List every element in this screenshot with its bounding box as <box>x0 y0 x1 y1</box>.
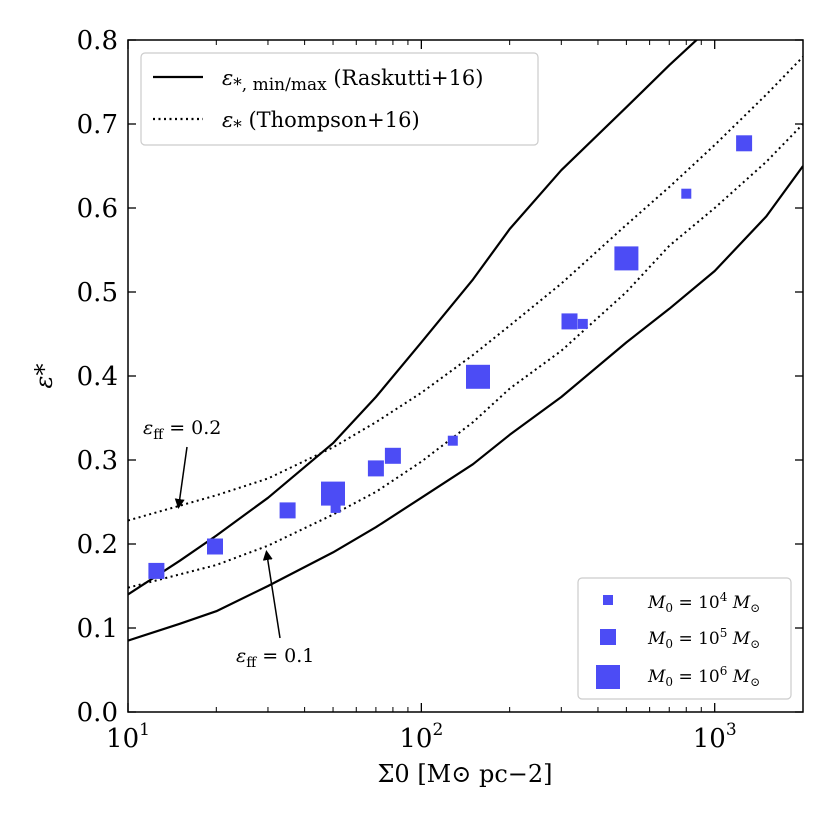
legend-label-1e6-unitsub: ⊙ <box>750 675 760 689</box>
data-point-13 <box>736 135 753 152</box>
data-point-4 <box>330 502 341 513</box>
legend-lines: ε*, min/max (Raskutti+16) ε* (Thompson+1… <box>140 52 539 146</box>
legend-entry-thompson-symbol: ε <box>222 108 233 132</box>
legend-lines-box <box>140 52 539 146</box>
plot-frame <box>127 39 804 713</box>
annotation-eff-0.1: εff = 0.1 <box>236 550 314 671</box>
data-point-1 <box>207 538 223 555</box>
y-tick-label-1: 0.1 <box>77 614 118 644</box>
legend-entry-raskutti-text: (Raskutti+16) <box>327 66 484 90</box>
legend-label-1e4-eq: = 10 <box>673 593 720 613</box>
legend-label-1e4-unit: M <box>727 593 750 613</box>
y-tick-label-2: 0.2 <box>77 530 118 560</box>
data-point-2 <box>279 502 296 519</box>
x-axis-label: Σ0 [M⊙ pc−2] <box>377 760 552 788</box>
legend-markers-box <box>577 577 792 700</box>
data-point-10 <box>577 318 588 329</box>
lines-layer <box>128 40 803 642</box>
legend-label-1e6-main: M <box>647 667 666 687</box>
legend-entry-raskutti: ε*, min/max (Raskutti+16) <box>222 66 484 95</box>
legend-markers: M0 = 104 M⊙ M0 = 105 M⊙ M0 = 106 M⊙ <box>577 577 792 700</box>
legend-label-1e5-unitsub: ⊙ <box>750 637 760 651</box>
line-eps_thompson_0.1 <box>128 123 803 589</box>
y-axis-label-symbol: ε* <box>30 364 58 389</box>
line-eps_min <box>128 165 803 642</box>
legend-marker-1e6 <box>596 665 620 689</box>
annotation-eff-0.2-symbol: ε <box>143 417 153 439</box>
legend-entry-thompson-sub: * <box>233 117 242 137</box>
data-point-7 <box>447 435 458 446</box>
y-tick-label-3: 0.3 <box>77 446 118 476</box>
y-tick-label-0: 0.0 <box>77 698 118 728</box>
annotation-eff-0.1-sub: ff <box>246 655 257 671</box>
annotation-eff-0.2: εff = 0.2 <box>143 417 221 509</box>
legend-marker-1e5 <box>600 629 616 645</box>
data-point-6 <box>384 447 401 464</box>
y-tick-label-8: 0.8 <box>77 26 118 56</box>
legend-label-1e4-unitsub: ⊙ <box>750 601 760 615</box>
ticks-layer: 0.0 0.1 0.2 0.3 0.4 0.5 0.6 0.7 0.8 101 102 103 <box>77 26 804 754</box>
data-point-3 <box>321 481 345 506</box>
data-point-8 <box>466 364 490 389</box>
x-tick-label-1: 102 <box>399 720 443 754</box>
line-eps_max <box>128 40 699 596</box>
legend-label-1e6-exp: 6 <box>720 664 728 678</box>
legend-label-1e6-unit: M <box>727 667 750 687</box>
data-point-9 <box>561 313 578 330</box>
x-tick-label-0: 101 <box>106 720 150 754</box>
annotation-eff-0.2-arrow <box>174 446 188 509</box>
legend-label-1e4-main: M <box>647 593 666 613</box>
legend-label-1e5-unit: M <box>727 629 750 649</box>
legend-label-1e6-sub: 0 <box>665 675 673 689</box>
data-point-11 <box>614 246 639 271</box>
legend-entry-thompson-text: (Thompson+16) <box>242 108 420 132</box>
y-tick-label-6: 0.6 <box>77 194 118 224</box>
annotation-eff-0.2-sub: ff <box>153 427 164 443</box>
y-axis-label: ε* <box>30 364 58 389</box>
annotation-eff-0.2-label: εff = 0.2 <box>143 417 221 443</box>
legend-label-1e4-exp: 4 <box>720 590 728 604</box>
legend-label-1e5: M0 = 105 M⊙ <box>647 626 760 651</box>
points-layer <box>148 135 753 579</box>
annotation-eff-0.1-arrow <box>262 550 281 639</box>
annotation-eff-0.2-value: = 0.2 <box>163 417 221 439</box>
data-point-0 <box>148 562 165 579</box>
data-point-12 <box>681 188 692 199</box>
y-tick-label-4: 0.4 <box>77 362 118 392</box>
legend-label-1e6-eq: = 10 <box>673 667 720 687</box>
legend-entry-raskutti-symbol: ε <box>222 66 233 90</box>
annotation-eff-0.1-symbol: ε <box>236 645 246 667</box>
legend-entry-raskutti-sub: *, min/max <box>233 75 327 95</box>
legend-label-1e4: M0 = 104 M⊙ <box>647 590 760 615</box>
annotation-eff-0.1-value: = 0.1 <box>256 645 314 667</box>
legend-marker-1e4 <box>603 595 613 605</box>
legend-label-1e5-eq: = 10 <box>673 629 720 649</box>
annotation-eff-0.1-label: εff = 0.1 <box>236 645 314 671</box>
legend-label-1e6: M0 = 106 M⊙ <box>647 664 760 689</box>
legend-label-1e5-sub: 0 <box>665 637 673 651</box>
legend-label-1e5-main: M <box>647 629 666 649</box>
legend-label-1e5-exp: 5 <box>720 626 728 640</box>
legend-label-1e4-sub: 0 <box>665 601 673 615</box>
y-tick-label-7: 0.7 <box>77 110 118 140</box>
y-tick-label-5: 0.5 <box>77 278 118 308</box>
legend-entry-thompson: ε* (Thompson+16) <box>222 108 420 137</box>
x-tick-label-2: 103 <box>693 720 737 754</box>
data-point-5 <box>367 460 384 477</box>
